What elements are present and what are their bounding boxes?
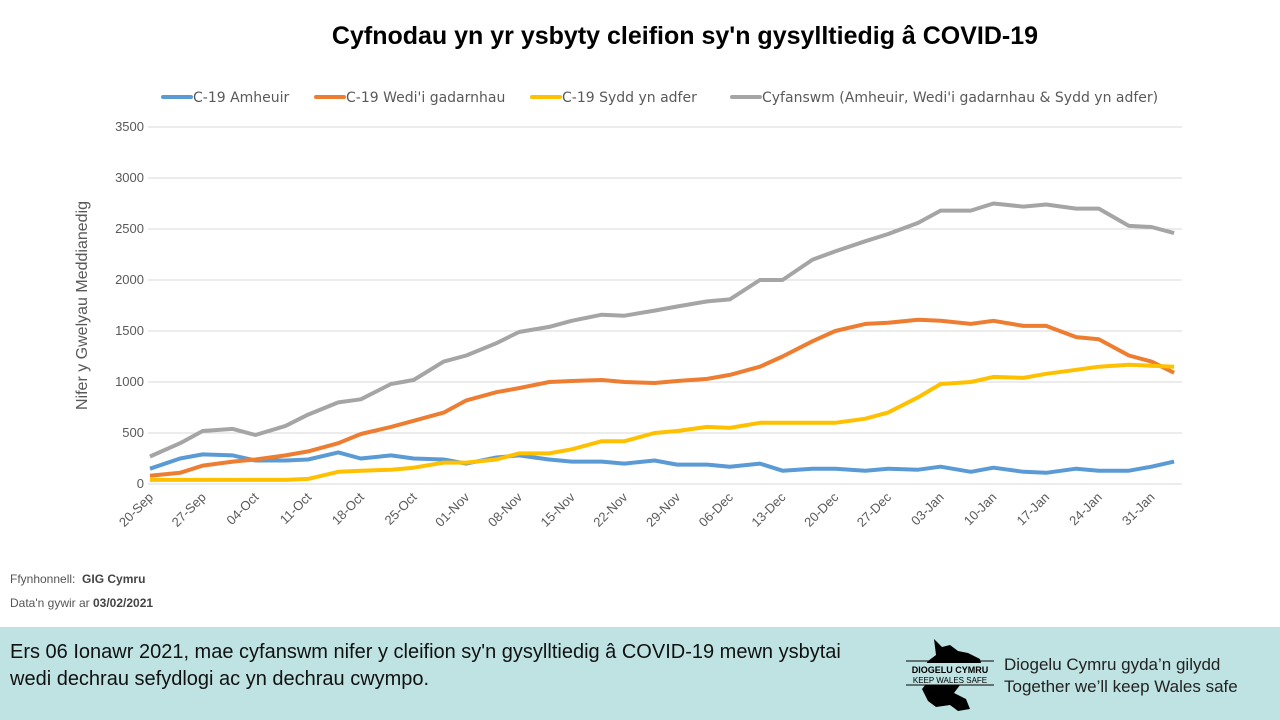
- x-tick-label: 13-Dec: [748, 489, 789, 530]
- x-tick-label: 08-Nov: [485, 489, 526, 530]
- y-tick-label: 1000: [115, 374, 144, 389]
- x-tick-label: 15-Nov: [538, 489, 579, 530]
- line-chart: 0 500 1000 1500 2000 2500 3000 3500 Nifer y Gwel…: [74, 90, 1182, 530]
- x-tick-label: 22-Nov: [590, 489, 631, 530]
- keep-wales-safe-logo: DIOGELU CYMRU KEEP WALES SAFE: [906, 639, 994, 711]
- y-axis-label: Nifer y Gwelyau Meddianedig: [74, 201, 91, 410]
- y-tick-label: 2000: [115, 272, 144, 287]
- source-line: Ffynhonnell: GIG Cymru: [10, 572, 145, 586]
- logo-text-2: KEEP WALES SAFE: [913, 676, 987, 685]
- y-tick-label: 3500: [115, 119, 144, 134]
- data-date-line: Data'n gywir ar 03/02/2021: [10, 596, 153, 610]
- data-date-label: Data'n gywir ar: [10, 596, 90, 610]
- legend-entry: C-19 Amheuir: [193, 90, 290, 106]
- x-tick-label: 29-Nov: [643, 489, 684, 530]
- data-date-value: 03/02/2021: [93, 596, 154, 610]
- x-tick-label: 11-Oct: [277, 489, 315, 527]
- x-tick-label: 06-Dec: [696, 489, 737, 530]
- x-tick-label: 01-Nov: [432, 489, 473, 530]
- x-tick-label: 25-Oct: [381, 489, 419, 527]
- series-line-1: [149, 317, 1175, 478]
- x-tick-label: 27-Dec: [854, 489, 895, 530]
- source-value: GIG Cymru: [82, 572, 146, 586]
- series-line-0: [149, 450, 1175, 475]
- x-tick-label: 24-Jan: [1066, 490, 1105, 529]
- x-tick-label: 20-Sep: [116, 490, 156, 530]
- x-tick-label: 20-Dec: [801, 489, 842, 530]
- y-tick-label: 1500: [115, 323, 144, 338]
- x-tick-label: 18-Oct: [329, 489, 367, 527]
- x-tick-label: 17-Jan: [1013, 490, 1052, 529]
- logo-text-1: DIOGELU CYMRU: [912, 665, 989, 675]
- slogan: Diogelu Cymru gyda’n gilydd Together we’…: [1004, 654, 1238, 698]
- legend-entry: Cyfanswm (Amheuir, Wedi'i gadarnhau & Sy…: [762, 90, 1158, 106]
- y-tick-label: 0: [137, 476, 144, 491]
- slogan-line-1: Diogelu Cymru gyda’n gilydd: [1004, 655, 1221, 674]
- y-tick-label: 2500: [115, 221, 144, 236]
- x-tick-label: 31-Jan: [1119, 490, 1158, 529]
- y-tick-label: 500: [122, 425, 144, 440]
- series-line-2: [150, 362, 1175, 482]
- x-tick-label: 04-Oct: [223, 489, 261, 527]
- legend-entry: C-19 Wedi'i gadarnhau: [346, 90, 505, 106]
- source-label: Ffynhonnell:: [10, 572, 76, 586]
- x-tick-label: 27-Sep: [169, 490, 209, 530]
- footer-banner: Ers 06 Ionawr 2021, mae cyfanswm nifer y…: [0, 627, 1280, 720]
- legend-entry: C-19 Sydd yn adfer: [562, 90, 697, 106]
- y-tick-label: 3000: [115, 170, 144, 185]
- x-tick-label: 03-Jan: [908, 490, 947, 529]
- chart-title: Cyfnodau yn yr ysbyty cleifion sy'n gysy…: [331, 22, 1039, 50]
- series-line-3: [149, 201, 1175, 459]
- footer-text: Ers 06 Ionawr 2021, mae cyfanswm nifer y…: [10, 641, 841, 690]
- x-tick-label: 10-Jan: [961, 490, 1000, 529]
- slogan-line-2: Together we’ll keep Wales safe: [1004, 677, 1238, 696]
